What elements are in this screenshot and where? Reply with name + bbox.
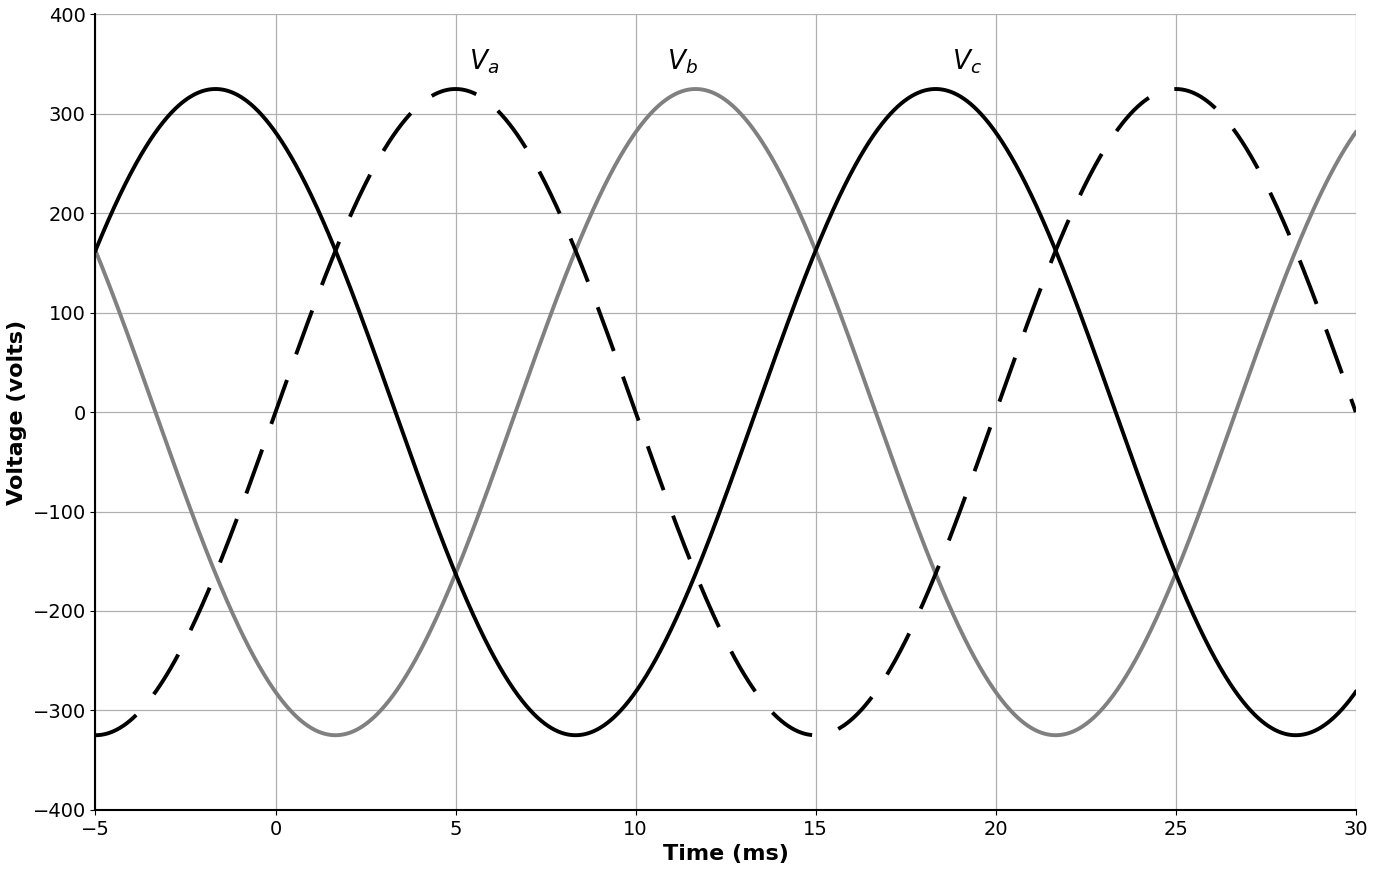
Text: V$_c$: V$_c$	[951, 48, 982, 76]
Text: V$_a$: V$_a$	[469, 48, 499, 76]
Y-axis label: Voltage (volts): Voltage (volts)	[7, 320, 28, 504]
X-axis label: Time (ms): Time (ms)	[663, 844, 788, 864]
Text: V$_b$: V$_b$	[667, 48, 698, 76]
